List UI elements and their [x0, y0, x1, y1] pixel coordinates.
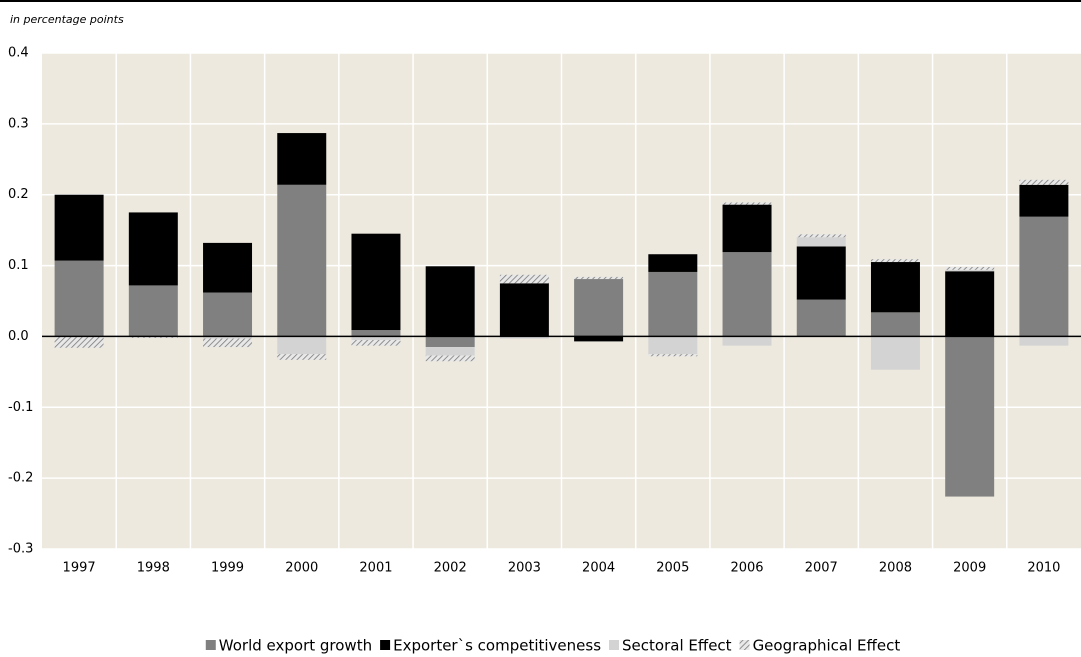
y-tick-label: 0.1 — [8, 258, 29, 273]
x-tick-label: 2000 — [285, 561, 318, 576]
legend-swatch — [609, 640, 620, 650]
bar-segment — [722, 336, 772, 346]
bar-segment — [277, 336, 327, 355]
bar-segment — [574, 276, 624, 280]
bar-segment — [1019, 179, 1069, 185]
x-tick-label: 2004 — [582, 561, 615, 576]
bar-segment — [796, 246, 846, 300]
bar-segment — [574, 279, 624, 337]
bar-segment — [722, 252, 772, 337]
y-tick-label: 0.2 — [8, 187, 29, 202]
bar-segment — [128, 212, 178, 286]
bar-segment — [277, 354, 327, 360]
bar-segment — [870, 336, 920, 370]
x-tick-label: 2008 — [879, 561, 912, 576]
bar-segment — [1019, 184, 1069, 217]
x-tick-label: 1998 — [137, 561, 170, 576]
y-tick-label: -0.3 — [8, 542, 33, 557]
y-tick-label: 0.0 — [8, 329, 29, 344]
bar-segment — [1019, 216, 1069, 337]
bar-segment — [203, 242, 253, 293]
bar-segment — [574, 336, 624, 342]
legend-label: Exporter`s competitiveness — [393, 637, 601, 655]
bar-segment — [203, 292, 253, 337]
bar-segment — [54, 336, 104, 348]
x-tick-label: 2005 — [656, 561, 689, 576]
bar-segment — [425, 347, 475, 356]
bar-segment — [54, 194, 104, 261]
x-tick-label: 2006 — [730, 561, 763, 576]
bar-segment — [425, 266, 475, 337]
legend: World export growth Exporter`s competitiv… — [205, 637, 901, 655]
bar-segment — [945, 266, 995, 270]
x-tick-label: 2003 — [508, 561, 541, 576]
legend-label: World export growth — [219, 637, 372, 655]
bar-segment — [425, 355, 475, 362]
bar-segment — [203, 338, 253, 348]
y-tick-label: 0.3 — [8, 116, 29, 131]
bar-segment — [722, 204, 772, 253]
x-tick-label: 2010 — [1027, 561, 1060, 576]
bar-segment — [648, 354, 698, 357]
x-tick-label: 1997 — [63, 561, 96, 576]
bar-segment — [351, 336, 401, 340]
bar-segment — [796, 237, 846, 247]
bar-segment — [351, 330, 401, 337]
y-tick-label: 0.4 — [8, 46, 29, 61]
bar-segment — [277, 184, 327, 337]
bar-segment — [648, 271, 698, 337]
bar-segment — [351, 233, 401, 331]
bar-segment — [648, 254, 698, 272]
y-axis-label: in percentage points — [10, 13, 124, 26]
legend-swatch — [739, 640, 750, 650]
x-tick-label: 2007 — [805, 561, 838, 576]
bar-segment — [1019, 336, 1069, 346]
x-tick-label: 2002 — [434, 561, 467, 576]
bar-segment — [945, 271, 995, 337]
bar-segment — [796, 234, 846, 238]
bar-segment — [870, 312, 920, 337]
bar-segment — [945, 336, 995, 497]
y-tick-label: -0.2 — [8, 471, 33, 486]
bar-segment — [277, 133, 327, 185]
bar-segment — [722, 202, 772, 205]
x-tick-label: 1999 — [211, 561, 244, 576]
x-tick-label: 2009 — [953, 561, 986, 576]
bar-segment — [870, 262, 920, 313]
bar-segment — [54, 260, 104, 337]
bar-segment — [203, 336, 253, 339]
legend-label: Geographical Effect — [753, 637, 901, 655]
bar-segment — [499, 283, 549, 337]
x-tick-label: 2001 — [359, 561, 392, 576]
bar-segment — [425, 336, 475, 348]
bar-segment — [499, 274, 549, 284]
legend-swatch — [380, 640, 391, 650]
bar-segment — [499, 336, 549, 339]
legend-label: Sectoral Effect — [622, 637, 732, 655]
bar-segment — [128, 285, 178, 337]
bar-segment — [351, 339, 401, 346]
bar-segment — [648, 336, 698, 355]
bar-segment — [870, 259, 920, 263]
bar-segment — [945, 269, 995, 272]
y-tick-label: -0.1 — [8, 400, 33, 415]
legend-swatch — [205, 640, 216, 650]
bar-segment — [796, 299, 846, 337]
